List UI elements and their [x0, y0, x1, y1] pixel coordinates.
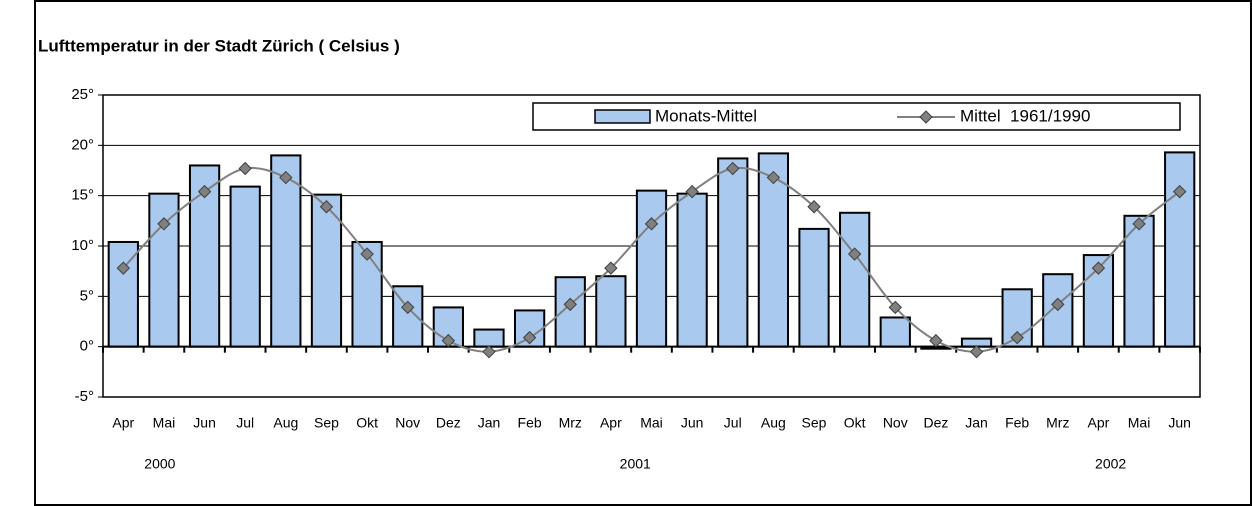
y-tick-label: 15° [71, 187, 94, 204]
y-tick-label: -5° [75, 388, 94, 405]
y-tick-label: 5° [80, 287, 94, 304]
line-marker [522, 330, 537, 345]
bar [1164, 151, 1196, 348]
year-label: 2001 [620, 456, 651, 472]
line-marker [726, 161, 740, 176]
x-tick-label: Apr [1088, 415, 1110, 431]
year-label: 2000 [144, 456, 175, 472]
bar [757, 152, 790, 348]
line-marker [319, 200, 334, 214]
bar [676, 192, 708, 348]
line-marker [360, 247, 374, 261]
x-tick-label: Okt [844, 415, 866, 431]
year-label: 2002 [1095, 456, 1126, 472]
legend-marker [919, 110, 933, 124]
line-marker [685, 184, 699, 199]
line-marker [604, 261, 618, 275]
x-tick-label: Nov [395, 415, 420, 431]
x-tick-label: Jul [236, 415, 254, 431]
line-marker [441, 333, 456, 348]
line-marker [116, 261, 131, 275]
line-marker [238, 161, 252, 176]
x-tick-label: Aug [273, 415, 298, 431]
x-tick-label: Dez [923, 415, 948, 431]
x-tick-label: Aug [761, 415, 786, 431]
line-marker [1010, 330, 1024, 345]
bar [839, 211, 871, 348]
x-tick-label: Jun [681, 415, 704, 431]
line-marker [969, 344, 984, 359]
x-tick-label: Sep [314, 415, 339, 431]
x-tick-label: Jun [193, 415, 216, 431]
bar [879, 316, 911, 348]
bar [1123, 214, 1155, 348]
x-tick-label: Mrz [559, 415, 582, 431]
bar [148, 192, 180, 348]
y-tick-label: 25° [71, 86, 94, 103]
bar [107, 240, 139, 348]
line-marker [929, 333, 943, 348]
x-tick-label: Jan [478, 415, 501, 431]
x-tick-label: Mrz [1046, 415, 1069, 431]
line-marker [644, 217, 659, 231]
x-tick-label: Mai [1128, 415, 1151, 431]
bar [717, 157, 749, 348]
legend-swatch [594, 109, 651, 124]
x-tick-label: Mai [153, 415, 176, 431]
line-marker [1091, 261, 1106, 275]
x-tick-label: Nov [883, 415, 908, 431]
line-marker [847, 247, 862, 261]
x-tick-label: Apr [600, 415, 622, 431]
x-tick-label: Sep [802, 415, 827, 431]
line-marker [888, 300, 902, 315]
bar [229, 185, 261, 348]
bar [798, 227, 830, 348]
line-marker [563, 297, 577, 312]
x-tick-label: Feb [1005, 415, 1029, 431]
bar [270, 154, 302, 348]
y-tick-label: 10° [71, 237, 94, 254]
x-tick-label: Jan [965, 415, 988, 431]
bar [595, 275, 627, 348]
legend-label: Mittel 1961/1990 [960, 106, 1090, 125]
line-marker [279, 170, 293, 185]
line-marker [766, 170, 781, 185]
line-marker [157, 217, 171, 231]
line-marker [1051, 297, 1065, 312]
x-tick-label: Apr [112, 415, 134, 431]
y-tick-label: 20° [71, 136, 94, 153]
x-tick-label: Feb [518, 415, 542, 431]
chart-title: Lufttemperatur in der Stadt Zürich ( Cel… [38, 36, 400, 55]
x-tick-label: Okt [356, 415, 378, 431]
bar [473, 328, 505, 348]
x-tick-label: Jul [724, 415, 742, 431]
x-tick-label: Dez [436, 415, 461, 431]
bar [554, 276, 586, 348]
line-marker [1172, 184, 1187, 199]
x-tick-label: Mai [640, 415, 663, 431]
bar [310, 193, 343, 348]
line-marker [401, 300, 415, 315]
x-tick-label: Jun [1168, 415, 1191, 431]
line-marker [807, 200, 821, 214]
line-marker [1132, 217, 1146, 231]
bar [635, 189, 668, 348]
line-marker [482, 344, 496, 359]
line-marker [197, 184, 212, 199]
y-tick-label: 0° [80, 338, 94, 355]
legend-label: Monats-Mittel [655, 106, 757, 125]
